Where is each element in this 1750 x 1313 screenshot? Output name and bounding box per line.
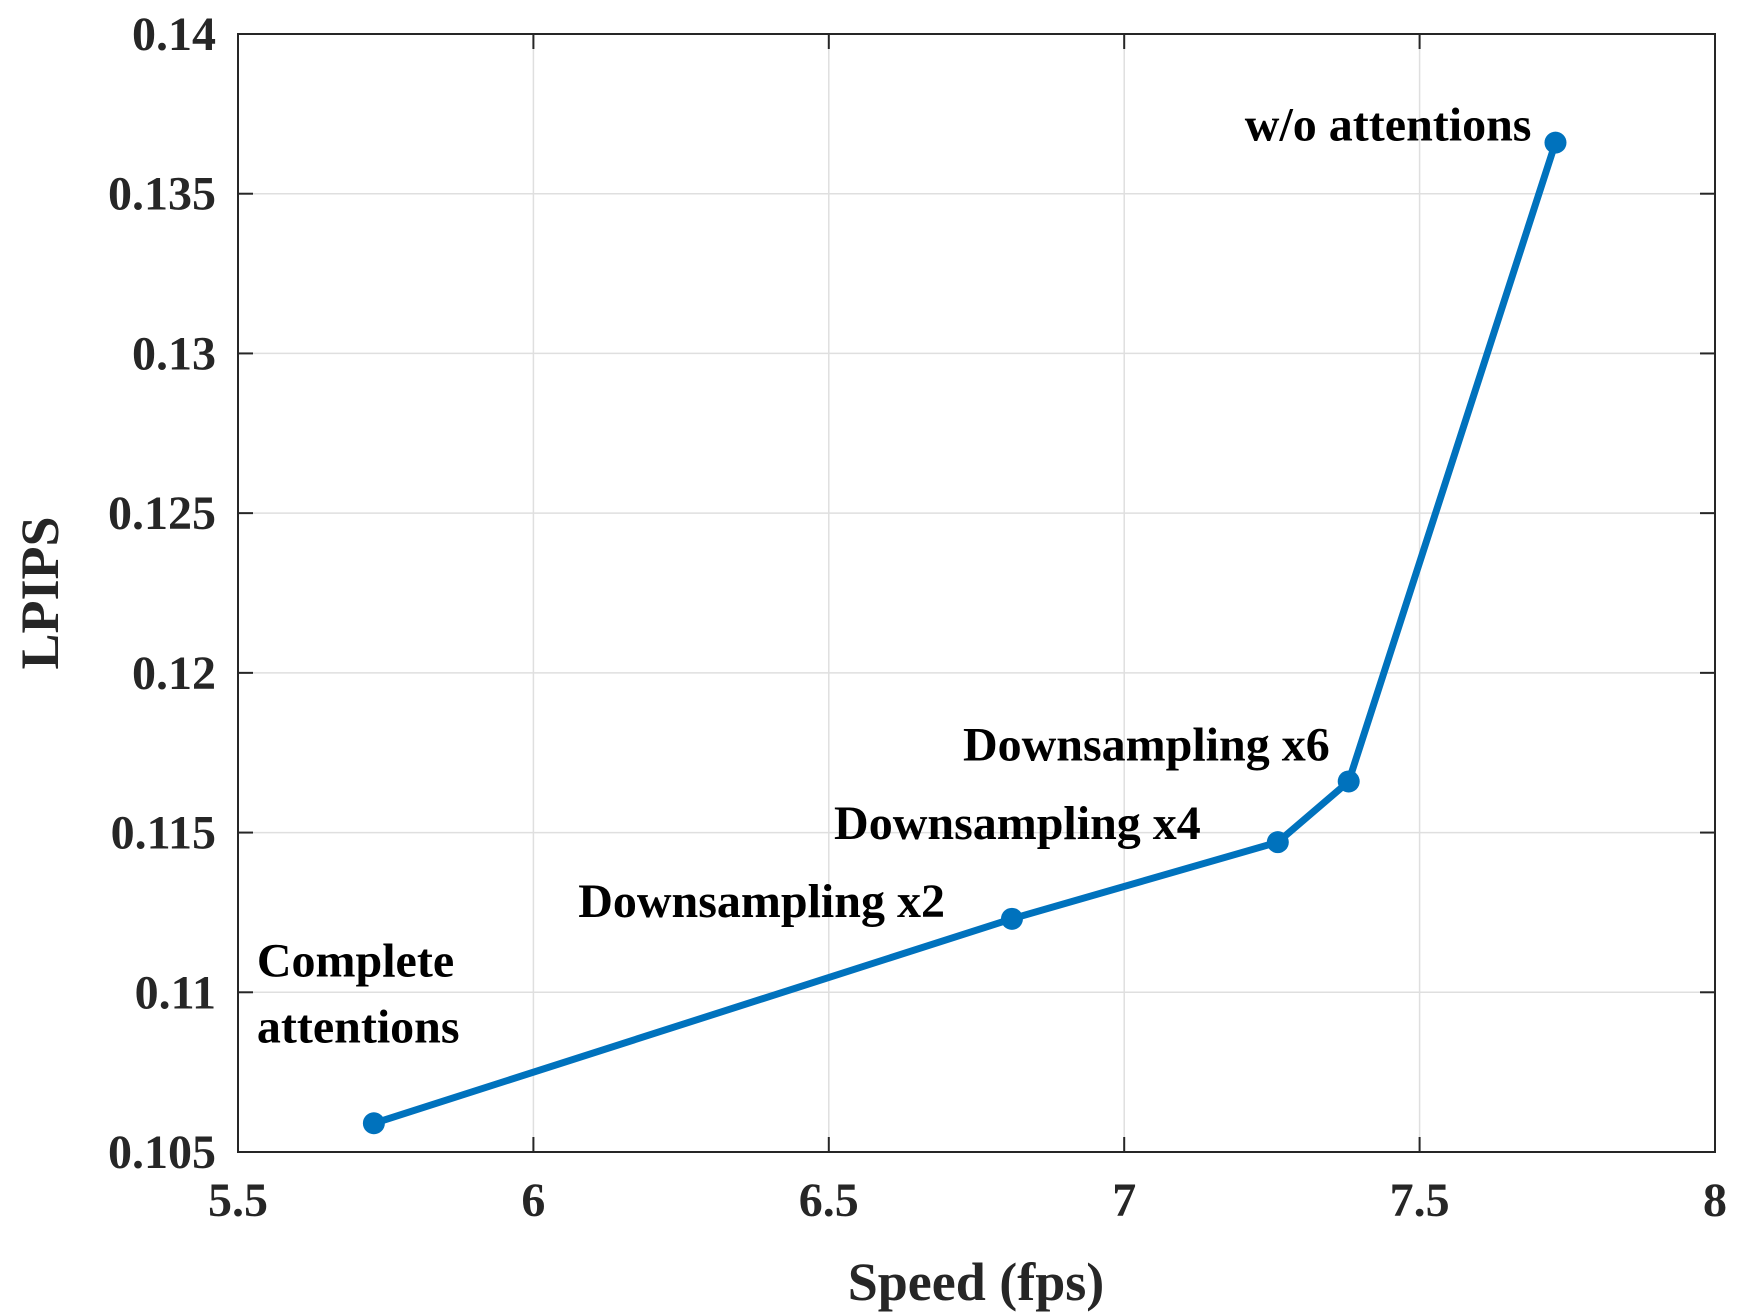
grid (237, 33, 1716, 1153)
plot-box (237, 33, 1716, 1153)
y-tick-label: 0.11 (135, 966, 216, 1019)
y-tick-label: 0.115 (111, 807, 216, 860)
series-line (370, 139, 1559, 1127)
x-tick-label: 6.5 (799, 1174, 859, 1227)
y-tick-label: 0.125 (108, 487, 216, 540)
y-tick-labels: 0.105 0.11 0.115 0.12 0.125 0.13 0.135 0.14 (108, 8, 216, 1179)
y-tick-label: 0.135 (108, 168, 216, 221)
y-tick-label: 0.12 (132, 647, 216, 700)
data-point (1544, 131, 1567, 154)
annotation-label: Downsampling x6 (963, 718, 1330, 771)
annotation-label: Downsampling x2 (578, 875, 945, 928)
x-tick-label: 6 (521, 1174, 545, 1227)
x-tick-label: 7 (1112, 1174, 1136, 1227)
x-axis-label: Speed (fps) (848, 1252, 1105, 1312)
data-point (1337, 770, 1360, 793)
annotation-label: Complete (257, 934, 454, 987)
y-tick-label: 0.13 (132, 327, 216, 380)
x-tick-label: 7.5 (1390, 1174, 1450, 1227)
data-point (362, 1112, 385, 1135)
annotation-label: w/o attentions (1245, 99, 1532, 152)
data-point (1266, 831, 1289, 854)
x-tick-label: 8 (1703, 1174, 1727, 1227)
tick-marks (237, 33, 1716, 1153)
x-tick-labels: 5.5 6 6.5 7 7.5 8 (208, 1174, 1727, 1227)
y-tick-label: 0.14 (132, 8, 216, 61)
y-axis-label: LPIPS (10, 516, 70, 669)
data-point (1000, 907, 1023, 930)
x-tick-label: 5.5 (208, 1174, 268, 1227)
annotations: Complete attentions Downsampling x2 Downsam… (257, 99, 1532, 1054)
annotation-label: Downsampling x4 (834, 797, 1201, 850)
y-tick-label: 0.105 (108, 1126, 216, 1179)
series-group (362, 131, 1567, 1135)
annotation-label: attentions (257, 1000, 460, 1053)
